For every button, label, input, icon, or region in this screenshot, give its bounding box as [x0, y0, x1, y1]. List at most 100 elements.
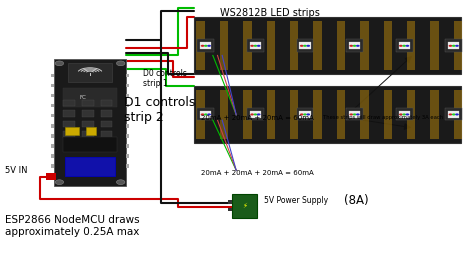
- Bar: [100, 100, 112, 106]
- Text: D0 controls
strip 1: D0 controls strip 1: [143, 69, 187, 88]
- Bar: [360, 90, 369, 139]
- Text: These strips will draw approximately 3A each: These strips will draw approximately 3A …: [323, 115, 443, 120]
- Circle shape: [303, 45, 307, 47]
- Bar: [126, 104, 129, 107]
- Bar: [197, 108, 214, 120]
- Bar: [126, 124, 129, 128]
- Text: ESP2866 NodeMCU draws
approximately 0.25A max: ESP2866 NodeMCU draws approximately 0.25…: [5, 215, 139, 237]
- Bar: [126, 74, 129, 77]
- Bar: [231, 194, 257, 218]
- Text: 5V Power Supply: 5V Power Supply: [264, 196, 328, 205]
- Circle shape: [250, 113, 254, 116]
- Text: (8A): (8A): [344, 194, 368, 207]
- Circle shape: [353, 113, 356, 116]
- Bar: [196, 21, 205, 70]
- Bar: [200, 111, 211, 118]
- Bar: [290, 21, 299, 70]
- Bar: [68, 63, 112, 82]
- Circle shape: [55, 180, 64, 185]
- Circle shape: [399, 45, 403, 47]
- Bar: [407, 21, 415, 70]
- Circle shape: [448, 45, 452, 47]
- Bar: [51, 154, 54, 158]
- Bar: [313, 90, 322, 139]
- Bar: [430, 21, 439, 70]
- Circle shape: [349, 45, 353, 47]
- Bar: [63, 131, 75, 138]
- Bar: [126, 134, 129, 138]
- Bar: [65, 157, 115, 176]
- Bar: [396, 39, 412, 52]
- Bar: [51, 144, 54, 148]
- Bar: [197, 39, 214, 52]
- Circle shape: [254, 113, 257, 116]
- Bar: [445, 108, 462, 120]
- Circle shape: [455, 113, 459, 116]
- Bar: [407, 90, 415, 139]
- Bar: [200, 42, 211, 49]
- Circle shape: [207, 45, 211, 47]
- Bar: [82, 110, 93, 117]
- Bar: [445, 39, 462, 52]
- Circle shape: [117, 180, 125, 185]
- Bar: [349, 42, 360, 49]
- Bar: [243, 90, 252, 139]
- Text: FC: FC: [79, 95, 86, 100]
- Bar: [196, 90, 205, 139]
- Bar: [51, 164, 54, 168]
- Bar: [448, 42, 459, 49]
- Bar: [250, 42, 261, 49]
- Circle shape: [402, 113, 406, 116]
- Bar: [360, 21, 369, 70]
- Bar: [346, 39, 363, 52]
- Circle shape: [448, 113, 452, 116]
- Circle shape: [55, 61, 64, 66]
- Circle shape: [303, 113, 307, 116]
- Bar: [383, 90, 392, 139]
- Bar: [63, 121, 75, 128]
- Circle shape: [257, 45, 261, 47]
- Bar: [313, 21, 322, 70]
- Bar: [247, 108, 264, 120]
- Bar: [290, 90, 299, 139]
- Bar: [54, 59, 126, 186]
- Bar: [126, 94, 129, 97]
- Bar: [65, 127, 79, 135]
- Bar: [228, 208, 232, 211]
- Bar: [126, 154, 129, 158]
- Circle shape: [349, 113, 353, 116]
- Text: ⚡: ⚡: [242, 203, 247, 209]
- Bar: [100, 110, 112, 117]
- Bar: [82, 100, 93, 106]
- Text: 5V IN: 5V IN: [5, 166, 27, 175]
- Circle shape: [356, 113, 360, 116]
- Bar: [250, 111, 261, 118]
- Circle shape: [204, 113, 208, 116]
- Bar: [448, 111, 459, 118]
- Bar: [337, 90, 345, 139]
- Bar: [63, 137, 117, 152]
- Bar: [454, 21, 462, 70]
- Bar: [51, 134, 54, 138]
- Circle shape: [201, 113, 204, 116]
- Bar: [247, 39, 264, 52]
- Bar: [51, 104, 54, 107]
- Bar: [100, 121, 112, 128]
- Text: 20mA + 20mA + 20mA = 60mA: 20mA + 20mA + 20mA = 60mA: [201, 115, 314, 121]
- Bar: [51, 114, 54, 117]
- Bar: [82, 131, 93, 138]
- Circle shape: [402, 45, 406, 47]
- Circle shape: [254, 45, 257, 47]
- Circle shape: [452, 45, 456, 47]
- Circle shape: [117, 61, 125, 66]
- Bar: [383, 21, 392, 70]
- Bar: [51, 84, 54, 87]
- Bar: [100, 131, 112, 138]
- Circle shape: [399, 113, 403, 116]
- Bar: [126, 164, 129, 168]
- Bar: [63, 100, 75, 106]
- Bar: [51, 124, 54, 128]
- Circle shape: [207, 113, 211, 116]
- Bar: [63, 88, 117, 107]
- Circle shape: [201, 45, 204, 47]
